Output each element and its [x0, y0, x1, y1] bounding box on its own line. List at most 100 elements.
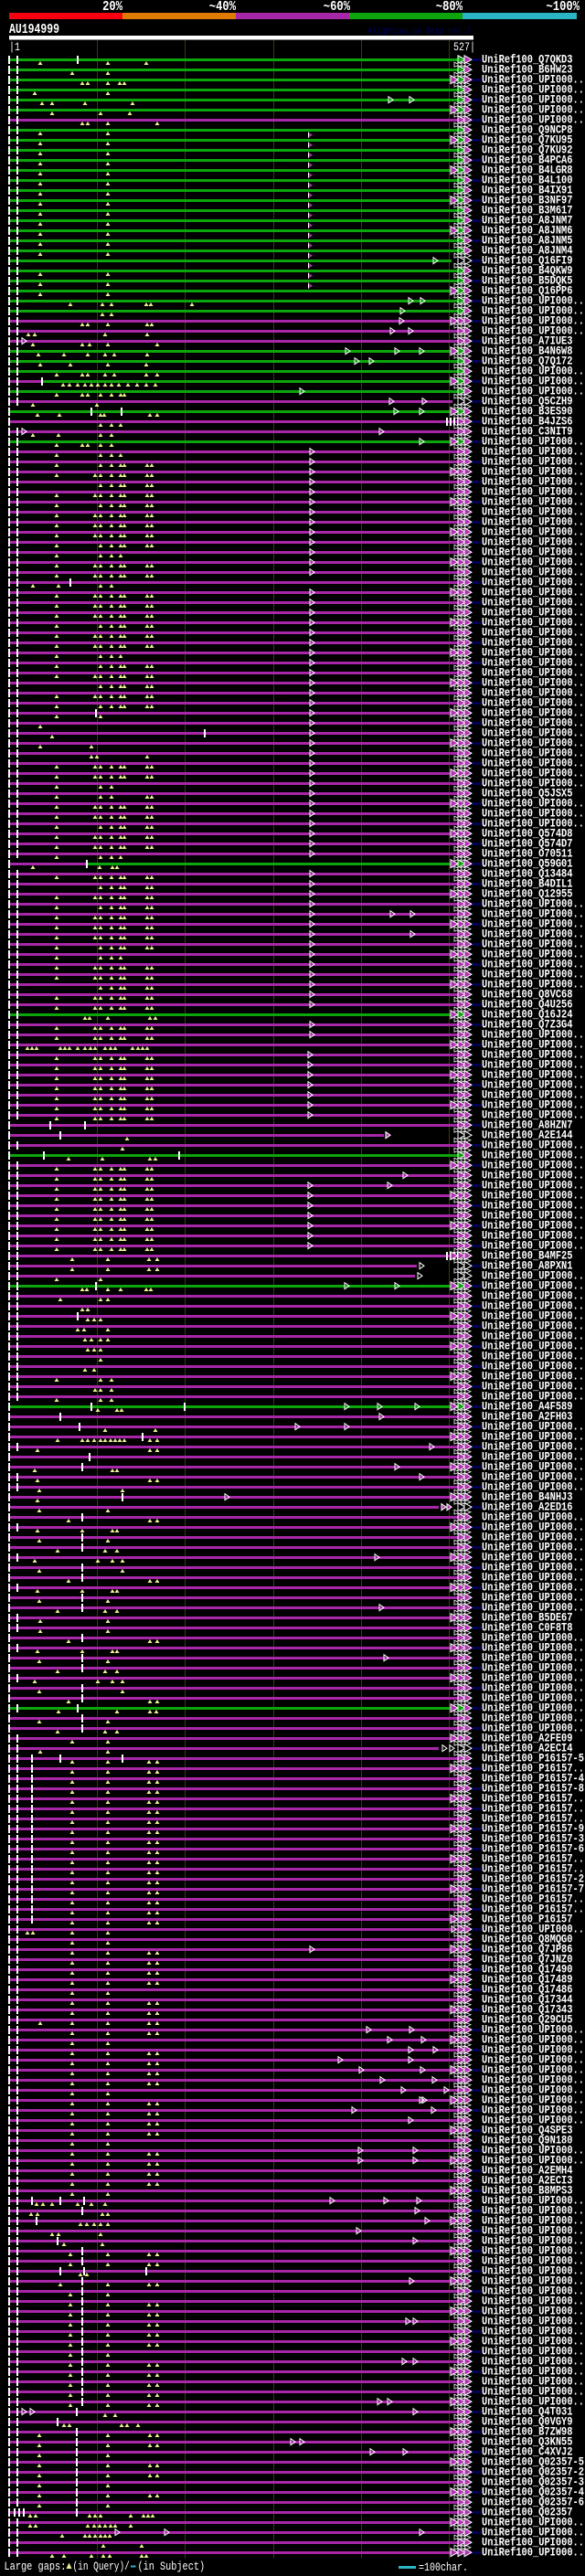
- svg-text:UniRef100_Q7JNZ0: UniRef100_Q7JNZ0: [482, 1954, 573, 1966]
- svg-text:UniRef100_Q16PP6: UniRef100_Q16PP6: [482, 285, 573, 298]
- svg-text:UniRef100_UPI000..: UniRef100_UPI000..: [482, 114, 584, 127]
- svg-text:AlignView.pm Beta rel.7: AlignView.pm Beta rel.7: [367, 27, 471, 37]
- svg-text:UniRef100_P16157-2: UniRef100_P16157-2: [482, 1873, 584, 1886]
- svg-text:UniRef100_Q9NCP8: UniRef100_Q9NCP8: [482, 124, 573, 137]
- svg-text:UniRef100_UPI000..: UniRef100_UPI000..: [482, 1330, 584, 1343]
- svg-text:UniRef100_C3NIT9: UniRef100_C3NIT9: [482, 426, 573, 439]
- svg-text:UniRef100_UPI000..: UniRef100_UPI000..: [482, 587, 584, 599]
- svg-text:UniRef100_C4XVJ2: UniRef100_C4XVJ2: [482, 2446, 573, 2459]
- svg-text:UniRef100_UPI000..: UniRef100_UPI000..: [482, 325, 584, 338]
- svg-text:UniRef100_UPI000..: UniRef100_UPI000..: [482, 1562, 584, 1574]
- svg-text:UniRef100_UPI000..: UniRef100_UPI000..: [482, 1572, 584, 1585]
- svg-text:UniRef100_UPI000..: UniRef100_UPI000..: [482, 1069, 584, 1082]
- svg-text:UniRef100_UPI000..: UniRef100_UPI000..: [482, 1220, 584, 1233]
- svg-text:UniRef100_UPI000..: UniRef100_UPI000..: [482, 2115, 584, 2127]
- svg-text:UniRef100_UPI000..: UniRef100_UPI000..: [482, 1059, 584, 1072]
- svg-text:~100%: ~100%: [547, 0, 580, 15]
- svg-text:UniRef100_UPI000..: UniRef100_UPI000..: [482, 1300, 584, 1313]
- svg-text:UniRef100_UPI000..: UniRef100_UPI000..: [482, 1521, 584, 1534]
- svg-text:UniRef100_P16157..: UniRef100_P16157..: [482, 1853, 584, 1866]
- svg-text:UniRef100_Q16FI9: UniRef100_Q16FI9: [482, 255, 573, 268]
- svg-text:UniRef100_UPI000..: UniRef100_UPI000..: [482, 305, 584, 318]
- svg-text:UniRef100_UPI000..: UniRef100_UPI000..: [482, 1341, 584, 1353]
- svg-text:UniRef100_Q3KN55: UniRef100_Q3KN55: [482, 2436, 573, 2449]
- svg-text:UniRef100_P16157..: UniRef100_P16157..: [482, 1863, 584, 1876]
- svg-text:UniRef100_UPI000..: UniRef100_UPI000..: [482, 2316, 584, 2328]
- svg-text:UniRef100_UPI000..: UniRef100_UPI000..: [482, 1461, 584, 1474]
- svg-text:UniRef100_UPI000..: UniRef100_UPI000..: [482, 1039, 584, 1052]
- svg-text:~80%: ~80%: [436, 0, 463, 15]
- svg-text:UniRef100_UPI000..: UniRef100_UPI000..: [482, 2145, 584, 2157]
- svg-text:UniRef100_UPI000..: UniRef100_UPI000..: [482, 1160, 584, 1172]
- svg-text:UniRef100_P16157-8: UniRef100_P16157-8: [482, 1783, 584, 1796]
- svg-text:UniRef100_UPI000..: UniRef100_UPI000..: [482, 607, 584, 620]
- svg-text:UniRef100_UPI000..: UniRef100_UPI000..: [482, 2326, 584, 2338]
- svg-text:UniRef100_B5DQK5: UniRef100_B5DQK5: [482, 275, 573, 288]
- svg-text:UniRef100_Q7KU95: UniRef100_Q7KU95: [482, 134, 573, 147]
- svg-text:UniRef100_UPI000..: UniRef100_UPI000..: [482, 928, 584, 941]
- svg-text:=100char.: =100char.: [419, 2561, 468, 2574]
- svg-text:UniRef100_A2FE09: UniRef100_A2FE09: [482, 1733, 573, 1745]
- svg-text:UniRef100_A8JNM4: UniRef100_A8JNM4: [482, 245, 573, 258]
- svg-text:UniRef100_UPI000..: UniRef100_UPI000..: [482, 898, 584, 911]
- svg-text:UniRef100_UPI000..: UniRef100_UPI000..: [482, 1471, 584, 1484]
- svg-text:UniRef100_UPI000..: UniRef100_UPI000..: [482, 2366, 584, 2379]
- svg-text:UniRef100_A2ECI4: UniRef100_A2ECI4: [482, 1743, 573, 1755]
- svg-text:UniRef100_UPI000..: UniRef100_UPI000..: [482, 808, 584, 821]
- svg-text:UniRef100_UPI000..: UniRef100_UPI000..: [482, 737, 584, 750]
- svg-text:UniRef100_Q16J24: UniRef100_Q16J24: [482, 1009, 573, 1022]
- svg-text:UniRef100_B4N6W8: UniRef100_B4N6W8: [482, 345, 573, 358]
- svg-text:UniRef100_UPI000..: UniRef100_UPI000..: [482, 707, 584, 720]
- svg-text:UniRef100_UPI000..: UniRef100_UPI000..: [482, 1532, 584, 1544]
- svg-text:UniRef100_B4IX91: UniRef100_B4IX91: [482, 185, 573, 197]
- svg-text:UniRef100_UPI000..: UniRef100_UPI000..: [482, 1310, 584, 1323]
- svg-text:UniRef100_UPI000..: UniRef100_UPI000..: [482, 778, 584, 790]
- svg-text:UniRef100_UPI000..: UniRef100_UPI000..: [482, 647, 584, 660]
- svg-text:UniRef100_A2ECI3: UniRef100_A2ECI3: [482, 2175, 573, 2188]
- svg-text:UniRef100_UPI000..: UniRef100_UPI000..: [482, 908, 584, 921]
- svg-text:UniRef100_P16157-9: UniRef100_P16157-9: [482, 1823, 584, 1836]
- svg-text:UniRef100_B5DE67: UniRef100_B5DE67: [482, 1612, 573, 1625]
- svg-text:UniRef100_UPI000..: UniRef100_UPI000..: [482, 1240, 584, 1253]
- svg-text:UniRef100_UPI000..: UniRef100_UPI000..: [482, 637, 584, 650]
- svg-text:UniRef100_UPI000..: UniRef100_UPI000..: [482, 2054, 584, 2067]
- svg-text:UniRef100_UPI000..: UniRef100_UPI000..: [482, 436, 584, 449]
- svg-text:UniRef100_UPI000..: UniRef100_UPI000..: [482, 2265, 584, 2278]
- svg-text:UniRef100_UPI000..: UniRef100_UPI000..: [482, 918, 584, 931]
- svg-text:UniRef100_UPI000..: UniRef100_UPI000..: [482, 717, 584, 730]
- svg-text:UniRef100_P16157-3: UniRef100_P16157-3: [482, 1833, 584, 1846]
- svg-text:UniRef100_P16157-5: UniRef100_P16157-5: [482, 1753, 584, 1765]
- svg-text:UniRef100_B4MF25: UniRef100_B4MF25: [482, 1250, 573, 1263]
- svg-text:UniRef100_P16157-7: UniRef100_P16157-7: [482, 1883, 584, 1896]
- svg-text:UniRef100_UPI000..: UniRef100_UPI000..: [482, 1170, 584, 1182]
- svg-text:UniRef100_UPI000..: UniRef100_UPI000..: [482, 2215, 584, 2228]
- svg-text:UniRef100_UPI000..: UniRef100_UPI000..: [482, 1662, 584, 1675]
- svg-text:UniRef100_B6HW23: UniRef100_B6HW23: [482, 64, 573, 77]
- svg-text:UniRef100_UPI000..: UniRef100_UPI000..: [482, 1582, 584, 1595]
- svg-text:UniRef100_Q29CU5: UniRef100_Q29CU5: [482, 2014, 573, 2027]
- svg-text:UniRef100_Q02357-4: UniRef100_Q02357-4: [482, 2486, 584, 2499]
- svg-text:UniRef100_UPI000..: UniRef100_UPI000..: [482, 1381, 584, 1394]
- svg-text:UniRef100_UPI000..: UniRef100_UPI000..: [482, 2336, 584, 2348]
- svg-text:UniRef100_UPI000..: UniRef100_UPI000..: [482, 1230, 584, 1243]
- svg-text:UniRef100_A2ED16: UniRef100_A2ED16: [482, 1501, 573, 1514]
- svg-text:UniRef100_UPI000..: UniRef100_UPI000..: [482, 1280, 584, 1293]
- svg-text:UniRef100_UPI000..: UniRef100_UPI000..: [482, 657, 584, 670]
- svg-text:UniRef100_UPI000..: UniRef100_UPI000..: [482, 74, 584, 87]
- svg-text:UniRef100_UPI000..: UniRef100_UPI000..: [482, 2084, 584, 2097]
- svg-text:UniRef100_B4PCA6: UniRef100_B4PCA6: [482, 154, 573, 167]
- svg-text:UniRef100_P16157..: UniRef100_P16157..: [482, 1813, 584, 1826]
- svg-text:UniRef100_Q5JSX5: UniRef100_Q5JSX5: [482, 788, 573, 800]
- svg-text:UniRef100_Q02357-5: UniRef100_Q02357-5: [482, 2456, 584, 2469]
- svg-text:20%: 20%: [102, 0, 122, 15]
- svg-text:UniRef100_Q4SPE3: UniRef100_Q4SPE3: [482, 2125, 573, 2137]
- svg-text:UniRef100_A8JNM5: UniRef100_A8JNM5: [482, 235, 573, 248]
- svg-text:UniRef100_Q59G01: UniRef100_Q59G01: [482, 858, 573, 871]
- svg-text:UniRef100_UPI000..: UniRef100_UPI000..: [482, 366, 584, 378]
- svg-text:UniRef100_UPI000..: UniRef100_UPI000..: [482, 1099, 584, 1112]
- svg-text:UniRef100_Q4U256: UniRef100_Q4U256: [482, 999, 573, 1012]
- svg-text:UniRef100_UPI000..: UniRef100_UPI000..: [482, 969, 584, 981]
- svg-text:UniRef100_UPI000..: UniRef100_UPI000..: [482, 1431, 584, 1444]
- svg-text:UniRef100_UPI000..: UniRef100_UPI000..: [482, 1361, 584, 1373]
- svg-text:UniRef100_B3NF97: UniRef100_B3NF97: [482, 195, 573, 207]
